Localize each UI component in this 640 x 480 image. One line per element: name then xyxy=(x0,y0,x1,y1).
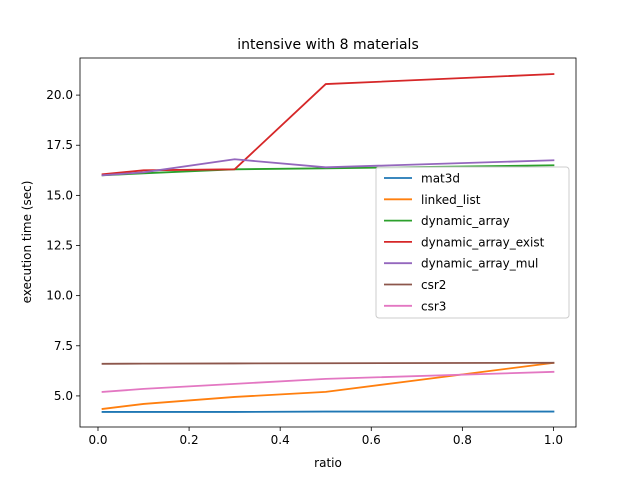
y-tick-label: 17.5 xyxy=(46,138,73,152)
y-tick-label: 20.0 xyxy=(46,88,73,102)
series-line-linked-list xyxy=(101,361,555,410)
legend-box xyxy=(375,166,570,319)
x-tick-label: 0.6 xyxy=(362,433,381,447)
y-tick-label: 5.0 xyxy=(54,389,73,403)
x-tick-label: 0.2 xyxy=(180,433,199,447)
y-axis-label: execution time (sec) xyxy=(20,181,34,304)
x-tick-label: 0.4 xyxy=(271,433,290,447)
y-tick-label: 7.5 xyxy=(54,339,73,353)
legend-label-csr2: csr2 xyxy=(421,278,446,292)
plot-frame xyxy=(79,57,577,428)
x-axis-label: ratio xyxy=(314,456,342,470)
series-line-dynamic-array-mul xyxy=(101,158,555,177)
legend-label-mat3d: mat3d xyxy=(421,172,460,186)
legend-label-dynamic-array-mul: dynamic_array_mul xyxy=(421,257,538,271)
legend-label-linked-list: linked_list xyxy=(421,193,481,207)
y-tick-label: 15.0 xyxy=(46,188,73,202)
series-line-dynamic-array-exist xyxy=(101,73,555,176)
chart-title: intensive with 8 materials xyxy=(237,37,419,53)
x-tick-label: 0.8 xyxy=(453,433,472,447)
x-tick-label: 0.0 xyxy=(88,433,107,447)
y-tick-label: 10.0 xyxy=(46,289,73,303)
x-tick-label: 1.0 xyxy=(544,433,563,447)
legend-label-dynamic-array-exist: dynamic_array_exist xyxy=(421,235,545,249)
legend-label-dynamic-array: dynamic_array xyxy=(421,214,510,228)
series-line-csr3 xyxy=(101,370,555,393)
plot-lines xyxy=(101,73,555,413)
y-axis: 5.0 7.5 10.0 12.5 15.0 17.5 20.0 xyxy=(46,88,80,403)
legend-label-csr3: csr3 xyxy=(421,299,446,313)
series-line-csr2 xyxy=(101,361,555,365)
x-axis: 0.0 0.2 0.4 0.6 0.8 1.0 xyxy=(88,427,563,447)
y-tick-label: 12.5 xyxy=(46,239,73,253)
legend: mat3d linked_list dynamic_array dynamic_arr… xyxy=(375,166,570,319)
